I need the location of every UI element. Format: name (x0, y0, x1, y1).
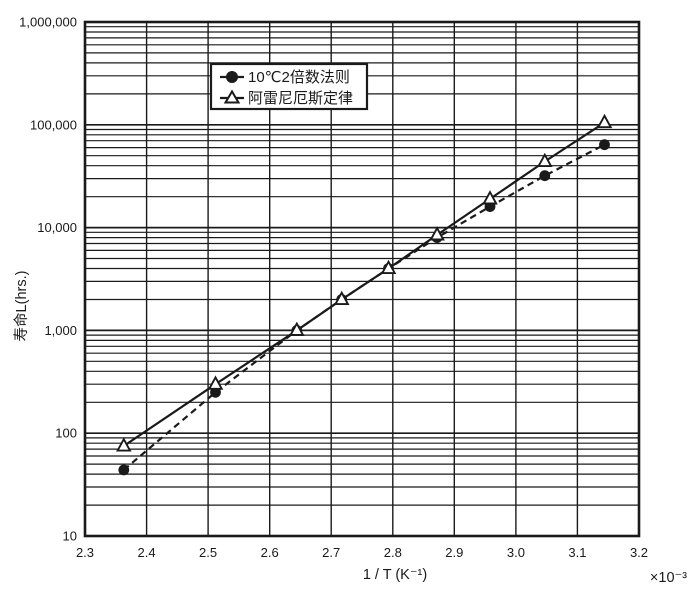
x-tick-label: 2.9 (445, 545, 463, 560)
legend-item-label: 10℃2倍数法则 (248, 69, 350, 86)
data-point-filled-circle (118, 464, 130, 476)
data-point-filled-circle (539, 170, 551, 182)
tick-labels: 10 100 1,000 10,000 100,000 1,000,000 2.3 2.4 2.… (19, 15, 648, 561)
legend-filled-circle-icon (226, 71, 238, 83)
x-tick-label: 3.2 (630, 545, 648, 560)
y-axis-title: 寿命L(hrs.) (12, 271, 30, 342)
data-point-open-triangle (596, 113, 613, 129)
data-point-open-triangle (289, 321, 305, 336)
x-tick-label: 2.3 (76, 545, 94, 560)
series-line-0 (123, 143, 606, 471)
legend-open-triangle-icon (223, 89, 241, 104)
x-axis-title: 1 / T (K⁻¹) (363, 567, 427, 583)
plot-border (83, 20, 641, 538)
series-line-1 (123, 121, 606, 447)
x-tick-label: 2.6 (261, 545, 279, 560)
data-point-open-triangle (116, 437, 132, 452)
data-point-filled-circle (599, 139, 610, 151)
data-point-open-triangle (380, 259, 397, 275)
x-axis-multiplier: ×10⁻³ (650, 570, 687, 586)
data-point-open-triangle (482, 190, 498, 205)
legend-item-label: 阿雷尼厄斯定律 (248, 90, 353, 107)
y-tick-label: 100 (55, 426, 77, 441)
y-tick-label: 10 (63, 529, 77, 544)
x-tick-label: 2.5 (199, 545, 217, 560)
data-point-open-triangle (537, 152, 553, 168)
y-tick-label: 100,000 (30, 117, 77, 132)
y-tick-label: 1,000 (44, 323, 77, 338)
series-filled-circle (118, 139, 610, 476)
y-tick-label: 1,000,000 (19, 15, 77, 30)
data-point-open-triangle (429, 226, 445, 241)
x-tick-label: 2.7 (322, 545, 340, 560)
x-tick-label: 3.0 (507, 545, 525, 560)
x-tick-label: 2.8 (384, 545, 402, 560)
y-tick-label: 10,000 (37, 220, 77, 235)
data-point-open-triangle (207, 375, 224, 390)
data-point-open-triangle (333, 290, 350, 306)
series-open-triangle (116, 113, 613, 452)
x-tick-label: 3.1 (568, 545, 586, 560)
x-tick-label: 2.4 (138, 545, 156, 560)
